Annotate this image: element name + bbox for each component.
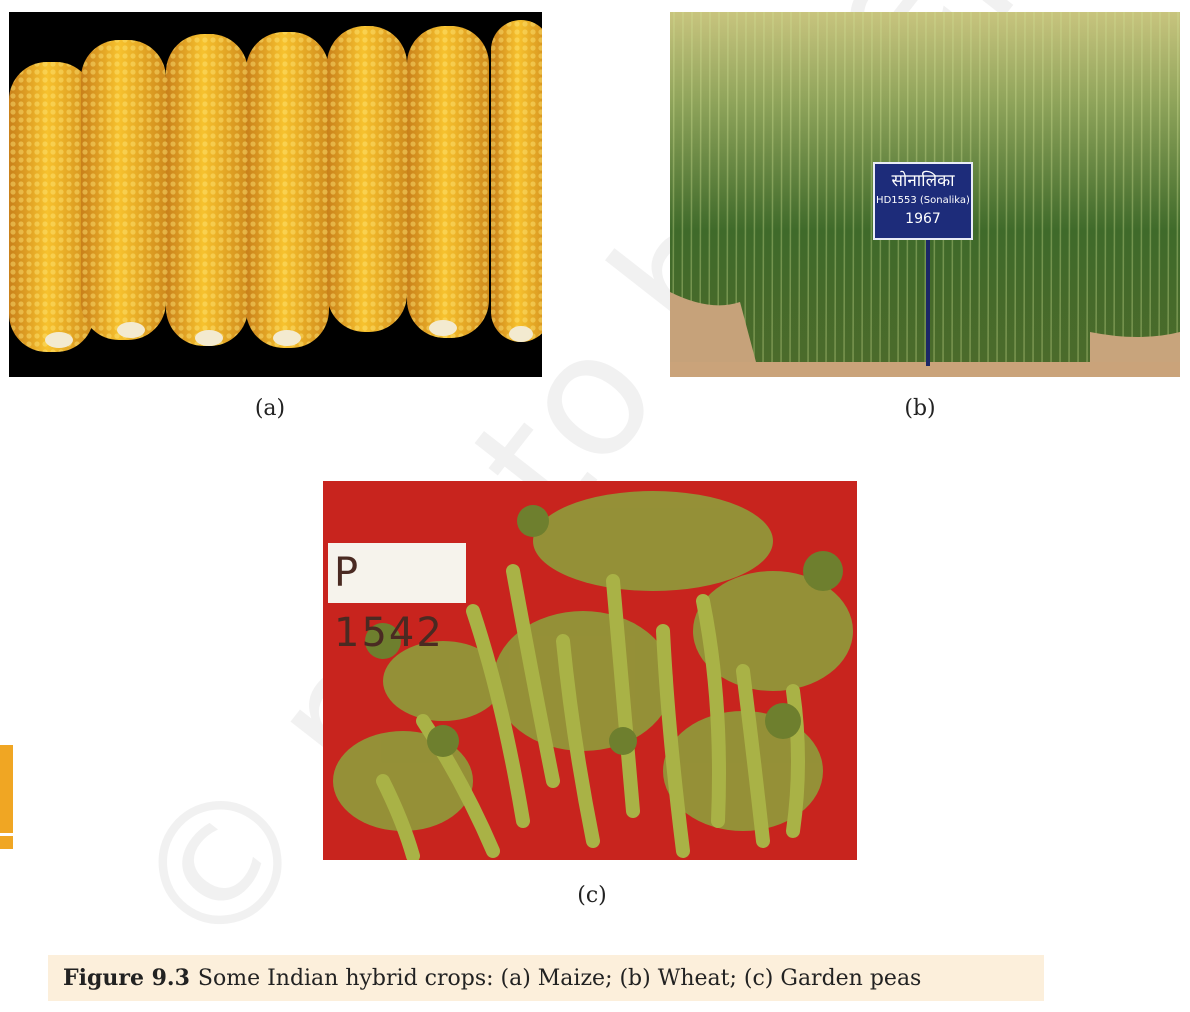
sign-year: 1967	[905, 211, 941, 227]
wheat-variety-sign: सोनालिका HD1553 (Sonalika) 1967	[873, 162, 973, 240]
wheat-photo: सोनालिका HD1553 (Sonalika) 1967	[670, 12, 1180, 377]
figure-caption-text: Some Indian hybrid crops: (a) Maize; (b)…	[197, 965, 922, 991]
figure-number: Figure 9.3	[63, 965, 190, 991]
panel-label-a: (a)	[254, 396, 286, 421]
sign-hindi-name: सोनालिका	[891, 171, 955, 191]
panel-label-b: (b)	[904, 396, 936, 421]
sign-post	[926, 240, 930, 366]
panel-label-c: (c)	[577, 883, 607, 908]
garden-peas-photo: P 1542	[323, 481, 857, 860]
sign-variety-code: HD1553 (Sonalika)	[876, 195, 970, 206]
figure-caption: Figure 9.3 Some Indian hybrid crops: (a)…	[48, 955, 1044, 1001]
maize-photo	[9, 12, 542, 377]
margin-tab	[0, 745, 13, 833]
pea-variety-sign: P 1542	[328, 543, 466, 656]
margin-tab-small	[0, 836, 13, 849]
